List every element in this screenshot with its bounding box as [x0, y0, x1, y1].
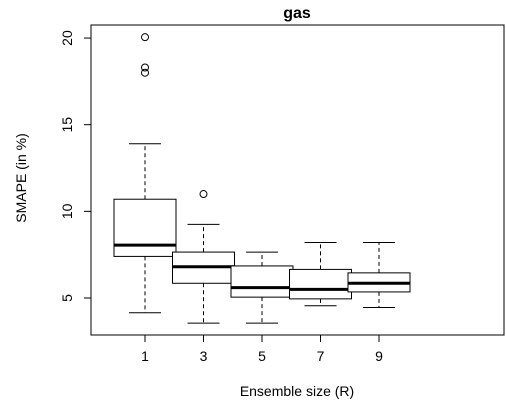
box-group: [230, 251, 294, 324]
x-tick-label: 9: [375, 348, 383, 364]
box-group: [347, 242, 411, 309]
x-tick-label: 3: [200, 348, 208, 364]
x-tick-label: 5: [258, 348, 266, 364]
x-tick-label: 7: [317, 348, 325, 364]
box-group: [113, 33, 177, 314]
y-axis: 5 10 15 20: [59, 30, 92, 302]
outlier-point: [141, 63, 149, 72]
x-axis-label: Ensemble size (R): [240, 383, 354, 399]
outlier-point: [141, 68, 149, 77]
outlier-point: [141, 33, 149, 42]
box-group: [289, 242, 352, 307]
iqr-box: [113, 198, 177, 257]
iqr-box: [289, 268, 352, 300]
iqr-box: [230, 265, 294, 298]
y-tick-label: 20: [59, 30, 75, 46]
chart-title: gas: [283, 5, 311, 22]
y-tick-label: 15: [59, 117, 75, 133]
y-axis-label: SMAPE (in %): [13, 133, 29, 222]
y-tick-label: 5: [59, 294, 75, 302]
boxes-group: [113, 33, 411, 324]
x-axis: 1 3 5 7 9: [141, 334, 383, 364]
x-tick-label: 1: [141, 348, 149, 364]
y-tick-label: 10: [59, 203, 75, 219]
outlier-point: [199, 190, 208, 199]
box-group: [172, 190, 235, 324]
